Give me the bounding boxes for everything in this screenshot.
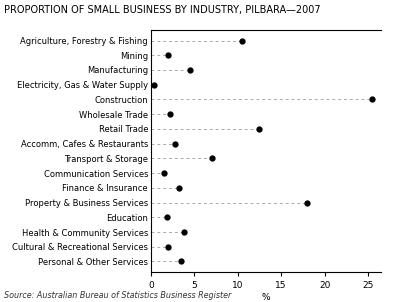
X-axis label: %: % — [262, 293, 270, 302]
Text: Source: Australian Bureau of Statistics Business Register: Source: Australian Bureau of Statistics … — [4, 291, 231, 300]
Text: PROPORTION OF SMALL BUSINESS BY INDUSTRY, PILBARA—2007: PROPORTION OF SMALL BUSINESS BY INDUSTRY… — [4, 5, 321, 14]
